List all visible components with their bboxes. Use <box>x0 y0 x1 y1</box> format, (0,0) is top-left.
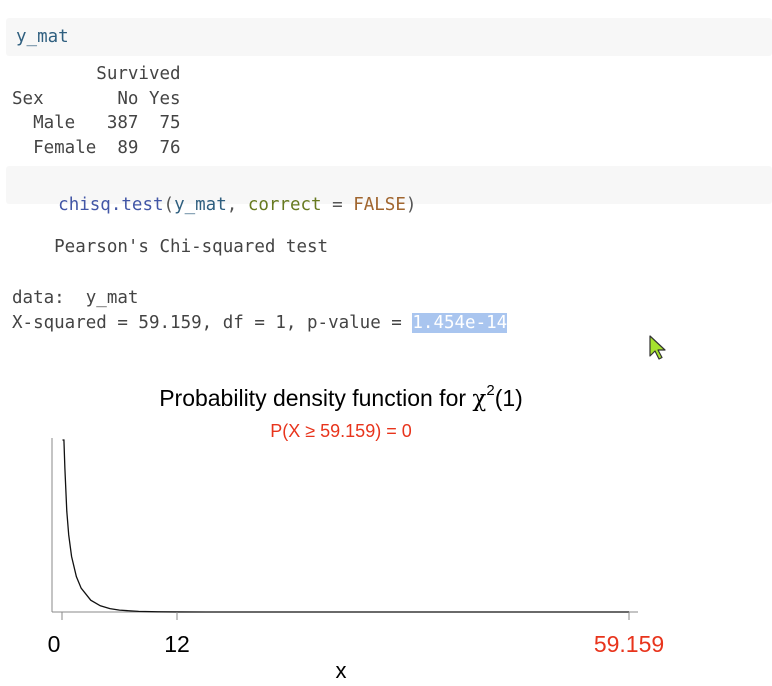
code-y-mat: y_mat <box>16 27 69 47</box>
output-line-columns: Sex No Yes <box>12 89 181 109</box>
code-equals: = <box>321 195 354 215</box>
code-value-false: FALSE <box>353 195 406 215</box>
code-arg-y-mat: y_mat <box>174 195 227 215</box>
code-cell-chisq-test[interactable]: chisq.test(y_mat, correct = FALSE) <box>6 166 772 215</box>
code-fn-name: chisq.test <box>58 195 164 215</box>
code-chisq-call: chisq.test(y_mat, correct = FALSE) <box>16 175 416 235</box>
chart-subtitle: P(X ≥ 59.159) = 0 <box>270 421 411 441</box>
output-test-name: Pearson's Chi-squared test <box>12 237 329 257</box>
output-stat-prefix: X-squared = 59.159, df = 1, p-value = <box>12 313 413 333</box>
x-tick-label-0: 0 <box>48 631 61 657</box>
x-tick-label-1: 12 <box>164 631 190 657</box>
code-close-paren: ) <box>405 195 417 215</box>
chart-title-prefix: Probability density function for <box>159 385 472 411</box>
output-data-line: data: y_mat <box>12 288 139 308</box>
chart-title-suffix: (1) <box>495 385 523 411</box>
output-line-male: Male 387 75 <box>12 113 181 133</box>
output-stat-line: X-squared = 59.159, df = 1, p-value = 1.… <box>12 311 508 336</box>
density-curve <box>62 439 629 613</box>
x-axis-label: x <box>336 658 347 683</box>
chart-title-chi: χ <box>472 386 486 412</box>
code-comma: , <box>226 195 248 215</box>
code-open-paren: ( <box>163 195 175 215</box>
x-tick-label-2: 59.159 <box>594 631 664 657</box>
output-line-header: Survived <box>12 64 181 84</box>
code-param-correct: correct <box>247 195 322 215</box>
x-axis-ticks: 0 12 59.159 <box>48 612 664 657</box>
mouse-pointer-icon <box>649 335 666 360</box>
chart-title-sup: 2 <box>486 382 494 399</box>
chart-title: Probability density function for χ2(1) <box>159 382 523 412</box>
density-plot: Probability density function for χ2(1) P… <box>48 382 665 683</box>
code-cell-y-mat[interactable]: y_mat <box>6 18 772 56</box>
output-line-female: Female 89 76 <box>12 138 181 158</box>
output-p-value-selected[interactable]: 1.454e-14 <box>412 313 508 333</box>
